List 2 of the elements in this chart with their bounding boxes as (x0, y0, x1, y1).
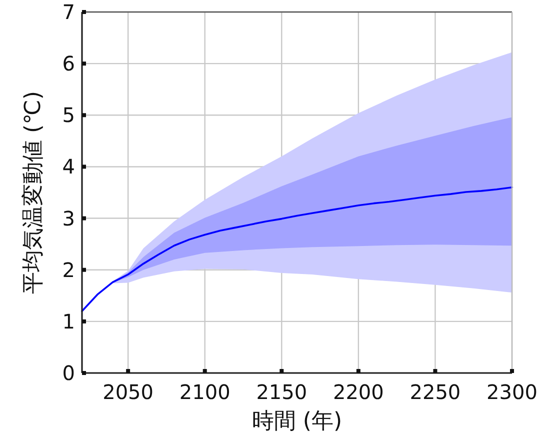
ylabel: 平均気温変動値 (℃) (21, 91, 46, 294)
xlabel: 時間 (年) (252, 409, 342, 434)
